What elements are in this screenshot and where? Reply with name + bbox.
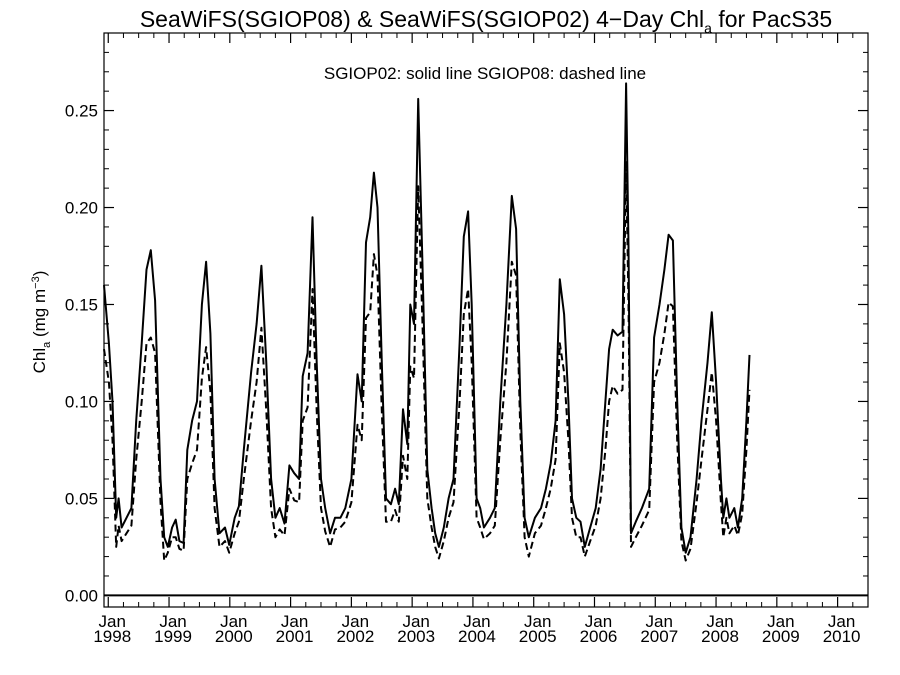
x-tick-label-year: 2003 [397,627,435,646]
y-axis: 0.00 0.05 0.10 0.15 0.20 0.25 [65,51,868,605]
y-axis-label-units-superscript: −3 [30,276,42,289]
y-tick-label: 0.00 [65,586,98,605]
y-tick-label: 0.15 [65,295,98,314]
chart-title-subscript: a [704,20,712,36]
x-tick-label-year: 2001 [276,627,314,646]
x-tick-label-month: Jan [767,612,794,631]
chart-title: SeaWiFS(SGIOP08) & SeaWiFS(SGIOP02) 4−Da… [140,6,832,36]
x-axis: Jan1998Jan1999Jan2000Jan2001Jan2002Jan20… [93,33,869,646]
x-tick-label-month: Jan [585,612,612,631]
plot-area-border [103,32,869,608]
y-tick-label: 0.25 [65,102,98,121]
x-tick-label-year: 2008 [701,627,739,646]
x-tick-label-month: Jan [706,612,733,631]
x-tick-label-year: 2007 [640,627,678,646]
x-tick-label-month: Jan [159,612,186,631]
x-tick-label-month: Jan [524,612,551,631]
line-style-annotation: SGIOP02: solid line SGIOP08: dashed line [324,64,646,83]
x-tick-label-year: 1998 [93,627,131,646]
chart-title-suffix: for PacS35 [712,6,832,32]
x-tick-label-year: 2006 [580,627,618,646]
x-tick-label-month: Jan [463,612,490,631]
y-tick-label: 0.05 [65,489,98,508]
plot-frame [103,32,869,608]
y-axis-label: Chla (mg m−3) [30,271,53,374]
y-axis-label-main: Chl [30,348,49,374]
y-axis-label-units-open: (mg m [30,289,49,342]
x-tick-label-year: 1999 [154,627,192,646]
x-tick-label-month: Jan [646,612,673,631]
x-tick-label-year: 2009 [762,627,800,646]
x-tick-label-month: Jan [402,612,429,631]
series-line-sgiop02 [103,82,751,554]
y-axis-label-units-close: ) [30,271,49,277]
x-tick-label-year: 2002 [336,627,374,646]
x-tick-label-year: 2004 [458,627,496,646]
x-tick-label-year: 2000 [215,627,253,646]
x-tick-label-month: Jan [828,612,855,631]
y-tick-label: 0.20 [65,199,98,218]
x-tick-label-year: 2010 [823,627,861,646]
x-tick-label-month: Jan [342,612,369,631]
y-axis-label-subscript: a [41,341,53,348]
x-tick-label-year: 2005 [519,627,557,646]
series-group [103,82,751,562]
series-line-sgiop08 [103,160,751,562]
chart-title-main: SeaWiFS(SGIOP08) & SeaWiFS(SGIOP02) 4−Da… [140,6,704,32]
x-tick-label-month: Jan [220,612,247,631]
y-tick-label: 0.10 [65,392,98,411]
x-tick-label-month: Jan [99,612,126,631]
x-tick-label-month: Jan [281,612,308,631]
